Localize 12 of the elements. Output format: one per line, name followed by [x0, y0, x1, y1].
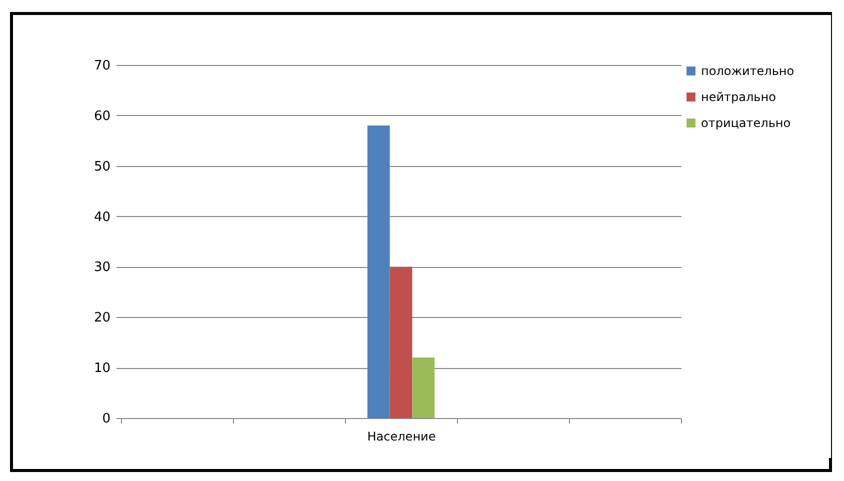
legend-label: отрицательно — [701, 116, 791, 130]
legend-label: нейтрально — [701, 90, 776, 104]
y-tick-label: 60 — [94, 108, 110, 124]
legend-label: положительно — [701, 64, 794, 78]
y-tick-label: 50 — [94, 159, 110, 174]
y-tick-label: 20 — [94, 310, 110, 326]
y-tick-label: 40 — [94, 210, 110, 225]
y-tick-label: 0 — [102, 412, 110, 426]
y-tick-label: 70 — [94, 58, 110, 74]
x-tick-label: Население — [367, 430, 436, 444]
y-tick-label: 30 — [94, 260, 110, 276]
y-tick-label: 10 — [94, 361, 110, 376]
